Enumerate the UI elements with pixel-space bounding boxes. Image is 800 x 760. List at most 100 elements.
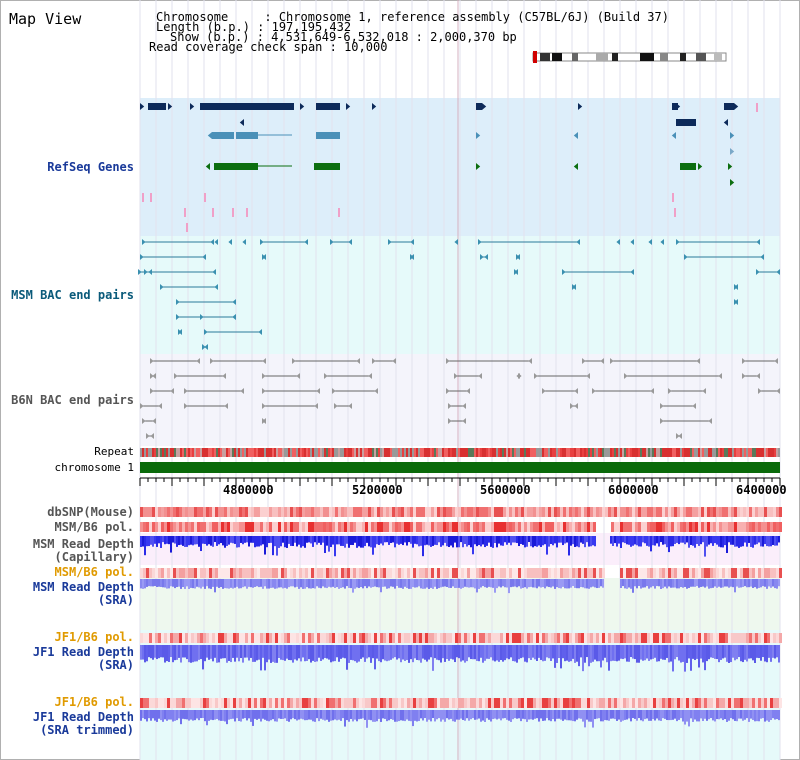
jf1-pol-cell: [470, 698, 473, 708]
dbsnp-cell: [608, 507, 611, 517]
repeat-segment: [396, 448, 398, 457]
msm-sra-depth-bar: [544, 579, 546, 589]
msm-sra-depth-bar: [150, 579, 152, 587]
jf1-trim-depth-bar: [686, 710, 688, 722]
track-label-repeat[interactable]: Repeat: [94, 445, 134, 458]
jf1-pol-cell: [548, 698, 551, 708]
jf1-trim-depth-bar: [246, 710, 248, 721]
dbsnp-cell: [371, 507, 374, 517]
jf1-pol-cell: [731, 633, 734, 643]
jf1-trim-depth-bar: [306, 710, 308, 721]
msm-depth-bar: [476, 536, 478, 547]
repeat-segment: [516, 448, 518, 457]
jf1-pol-cell: [740, 698, 743, 708]
track-label-b6n-bac[interactable]: B6N BAC end pairs: [11, 393, 134, 407]
msm-depth-bar: [278, 536, 280, 548]
jf1-pol-cell: [419, 698, 422, 708]
jf1-pol-cell: [698, 698, 701, 708]
jf1-depth-bar: [348, 645, 350, 663]
dbsnp-cell: [743, 507, 746, 517]
dbsnp-cell: [425, 507, 428, 517]
dbsnp-cell: [341, 507, 344, 517]
track-label-msm-depth-cap[interactable]: MSM Read Depth: [32, 537, 134, 551]
msm-depth-bar: [528, 536, 530, 543]
jf1-trim-depth-bar: [622, 710, 624, 721]
jf1-pol-cell: [629, 633, 632, 643]
repeat-segment: [778, 448, 780, 457]
msm-depth-bar: [276, 536, 278, 556]
jf1-pol-cell: [563, 698, 566, 708]
repeat-segment: [496, 448, 498, 457]
jf1-depth-bar: [186, 645, 188, 660]
msm-sra-depth-bar: [310, 579, 312, 589]
track-label-msm-bac[interactable]: MSM BAC end pairs: [11, 288, 134, 302]
repeat-segment: [764, 448, 766, 457]
msm-sra-depth-bar: [228, 579, 230, 589]
msm-sra-depth-bar: [406, 579, 408, 589]
dbsnp-cell: [245, 507, 248, 517]
dbsnp-cell: [530, 507, 533, 517]
msm-sra-depth-bar: [486, 579, 488, 588]
jf1-depth-bar: [352, 645, 354, 661]
msm-pol-cell: [149, 522, 152, 532]
jf1-trim-depth-bar: [648, 710, 650, 721]
track-label-msm-depth-sra[interactable]: MSM Read Depth: [32, 580, 134, 594]
msm-pol-cell: [680, 522, 683, 532]
track-label-chromosome[interactable]: chromosome 1: [54, 461, 134, 474]
msm-pol-cell: [650, 522, 653, 532]
msm-sra-depth-bar: [552, 579, 554, 587]
feature-arrow: [142, 239, 146, 245]
msm-pol-cell: [524, 568, 527, 578]
repeat-segment: [542, 448, 544, 457]
msm-depth-bar: [520, 536, 522, 545]
msm-sra-depth-bar: [518, 579, 520, 587]
msm-pol-cell: [167, 568, 170, 578]
track-label-refseq[interactable]: RefSeq Genes: [47, 160, 134, 174]
msm-depth-bar: [208, 536, 210, 545]
msm-sra-depth-bar: [530, 579, 532, 587]
msm-pol-cell: [647, 568, 650, 578]
dbsnp-cell: [167, 507, 170, 517]
track-label-jf1-pol-2[interactable]: JF1/B6 pol.: [54, 695, 134, 709]
jf1-pol-cell: [473, 633, 476, 643]
msm-sra-depth-bar: [306, 579, 308, 588]
msm-depth-bar: [140, 536, 142, 547]
jf1-pol-cell: [686, 633, 689, 643]
repeat-segment: [710, 448, 712, 457]
msm-pol-cell: [473, 522, 476, 532]
track-label-jf1-depth-trim[interactable]: JF1 Read Depth: [32, 710, 134, 724]
repeat-segment: [258, 448, 260, 457]
repeat-segment: [264, 448, 266, 457]
msm-pol-cell: [251, 568, 254, 578]
repeat-segment: [342, 448, 344, 457]
msm-pol-cell: [677, 568, 680, 578]
jf1-depth-bar: [592, 645, 594, 662]
msm-pol-cell: [716, 568, 719, 578]
msm-depth-bar: [690, 536, 692, 545]
msm-sra-depth-bar: [288, 579, 290, 588]
track-label-jf1-depth-sra[interactable]: JF1 Read Depth: [32, 645, 134, 659]
jf1-trim-depth-bar: [178, 710, 180, 719]
jf1-depth-bar: [388, 645, 390, 661]
feature-arrow: [170, 388, 174, 394]
jf1-trim-depth-bar: [774, 710, 776, 720]
feature-arrow: [660, 239, 664, 245]
jf1-depth-bar: [690, 645, 692, 671]
jf1-depth-bar: [632, 645, 634, 659]
feature-arrow: [484, 254, 488, 260]
track-label-msm-pol-1[interactable]: MSM/B6 pol.: [54, 520, 134, 534]
msm-sra-depth-bar: [596, 579, 598, 589]
jf1-trim-depth-bar: [644, 710, 646, 720]
jf1-trim-depth-bar: [530, 710, 532, 720]
msm-depth-bar: [210, 536, 212, 546]
msm-sra-depth-bar: [722, 579, 724, 588]
repeat-segment: [458, 448, 460, 457]
repeat-segment: [594, 448, 596, 457]
jf1-pol-cell: [725, 698, 728, 708]
track-label-jf1-pol-1[interactable]: JF1/B6 pol.: [54, 630, 134, 644]
feature-arrow: [660, 418, 664, 424]
track-label-msm-pol-2[interactable]: MSM/B6 pol.: [54, 565, 134, 579]
msm-sra-depth-bar: [158, 579, 160, 587]
track-label-dbsnp[interactable]: dbSNP(Mouse): [47, 505, 134, 519]
